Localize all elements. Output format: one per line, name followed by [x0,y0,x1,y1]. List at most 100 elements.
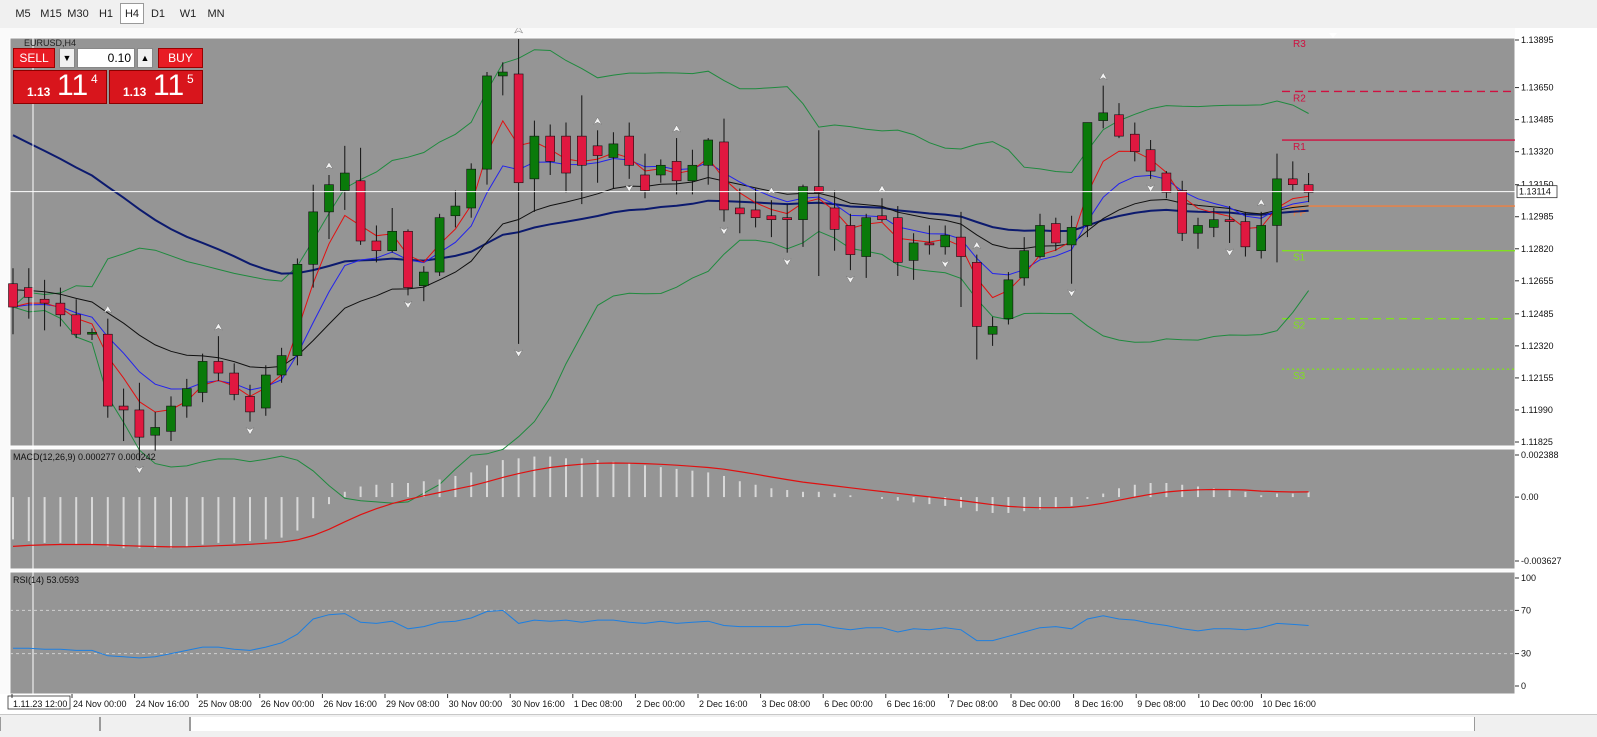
candle-body [766,215,777,220]
candle-body [1051,223,1061,244]
price-tick-label: 1.12820 [1521,244,1554,254]
time-tick-label: 26 Nov 16:00 [323,699,377,709]
chart-tab[interactable] [100,717,190,731]
rsi-pane [9,571,1516,695]
fractal-up-arrow [972,241,982,250]
candle-body [924,242,935,246]
price-axis-background [1515,28,1597,732]
candle-body [213,361,224,374]
fractal-up-arrow [513,25,524,34]
timeframe-h4[interactable]: H4 [120,3,144,24]
price-tick-label: 1.12320 [1521,341,1554,351]
candle-body [150,427,160,436]
ema-slow-line [12,134,1309,275]
price-tick-label: 1.12155 [1521,373,1554,383]
time-tick-label: 30 Nov 16:00 [511,699,565,709]
timeframe-d1[interactable]: D1 [150,7,166,20]
candle-body [1161,172,1172,193]
time-tick-label: 25 Nov 08:00 [198,699,252,709]
volume-up-button[interactable]: ▲ [137,48,153,68]
chart-area[interactable]: 1.13895 1.13650 1.13485 1.13320 1.13150 1.129… [0,25,1597,732]
candle-body [8,283,18,308]
timeframe-m5[interactable]: M5 [15,7,31,20]
rsi-label: RSI(14) 53.0593 [13,575,79,585]
time-tick-label: 10 Dec 00:00 [1200,699,1254,709]
rsi-tick-label: 100 [1521,573,1536,583]
candle-body [134,409,145,438]
pivot-label-s1: S1 [1293,253,1306,264]
candle-body [292,264,303,356]
price-tick-label: 1.12655 [1521,276,1554,286]
candle-body [750,209,761,218]
macd-tick-label: 0.00 [1521,492,1539,502]
candle-body [1224,219,1235,222]
volume-input[interactable]: 0.10 [77,48,135,68]
current-price-label: 1.13114 [1519,187,1551,197]
pivot-label-r2: R2 [1293,93,1306,104]
fractal-up-arrow [103,305,113,314]
candle-body [1256,225,1266,252]
sell-price-box[interactable]: 1.13 11 4 [13,69,107,104]
candle-body [1209,219,1219,228]
sell-button[interactable]: SELL [13,48,55,68]
rsi-tick-label: 70 [1521,605,1531,615]
candle-body [1177,190,1187,234]
price-tick-label: 1.11990 [1521,405,1553,415]
candle-body [371,240,382,252]
pivot-label-r1: R1 [1293,142,1306,153]
sell-price-prefix: 1.13 [27,85,51,99]
time-tick-label: 6 Dec 16:00 [887,699,936,709]
chart-tab[interactable] [190,717,1475,731]
macd-signal-line [12,462,1309,548]
chart-tabs-bar [0,714,1597,733]
fractal-down-arrow [134,465,145,474]
time-tick-label: 7 Dec 08:00 [949,699,998,709]
chart-tab[interactable] [0,717,100,731]
candle-body [624,135,635,166]
candle-body [450,205,461,217]
fractal-down-arrow [782,258,792,267]
candle-body [118,405,129,411]
candle-body [687,164,698,182]
candle-body [987,326,998,335]
price-tick-label: 1.13485 [1521,115,1554,125]
time-tick-label: 29 Nov 08:00 [386,699,440,709]
timeframe-m30[interactable]: M30 [67,7,89,20]
timeframe-mn[interactable]: MN [207,7,225,20]
candle-body [734,207,745,215]
buy-price-box[interactable]: 1.13 11 5 [109,69,203,104]
time-tick-label: 24 Nov 16:00 [136,699,190,709]
macd-tick-label: -0.003627 [1521,556,1562,566]
candle-body [1288,178,1298,185]
candle-body [103,333,113,407]
candle-body [1035,225,1045,257]
candle-body [1303,184,1314,193]
candle-body [245,396,255,413]
candle-body [324,184,334,213]
timeframe-m15[interactable]: M15 [40,7,62,20]
timeframe-w1[interactable]: W1 [179,7,197,20]
time-tick-label: 26 Nov 00:00 [261,699,315,709]
price-tick-label: 1.11825 [1521,437,1553,447]
candle-body [229,372,239,395]
fractal-down-arrow [1066,289,1077,298]
price-tick-label: 1.12485 [1521,309,1554,319]
volume-dropdown-button[interactable]: ▼ [59,48,75,68]
candle-body [482,75,492,170]
pivot-label-s2: S2 [1293,321,1306,332]
candle-body [892,217,903,263]
rsi-line [13,609,1309,659]
candle-body [1193,225,1203,234]
candle-body [592,145,603,156]
one-click-trading-panel: SELL ▼ 0.10 ▲ BUY 1.13 11 4 1.13 11 5 [13,48,203,104]
time-tick-label: 1 Dec 08:00 [574,699,623,709]
chart-canvas[interactable]: 1.13895 1.13650 1.13485 1.13320 1.13150 1.129… [0,25,1597,732]
sell-label: SELL [19,51,49,65]
candle-body [339,172,350,191]
buy-button[interactable]: BUY [158,48,203,68]
timeframe-h1[interactable]: H1 [98,7,114,20]
candle-body [497,71,508,77]
current-price-tag [1516,185,1558,199]
candle-body [1066,227,1077,246]
fractal-up-arrow [1256,198,1266,207]
